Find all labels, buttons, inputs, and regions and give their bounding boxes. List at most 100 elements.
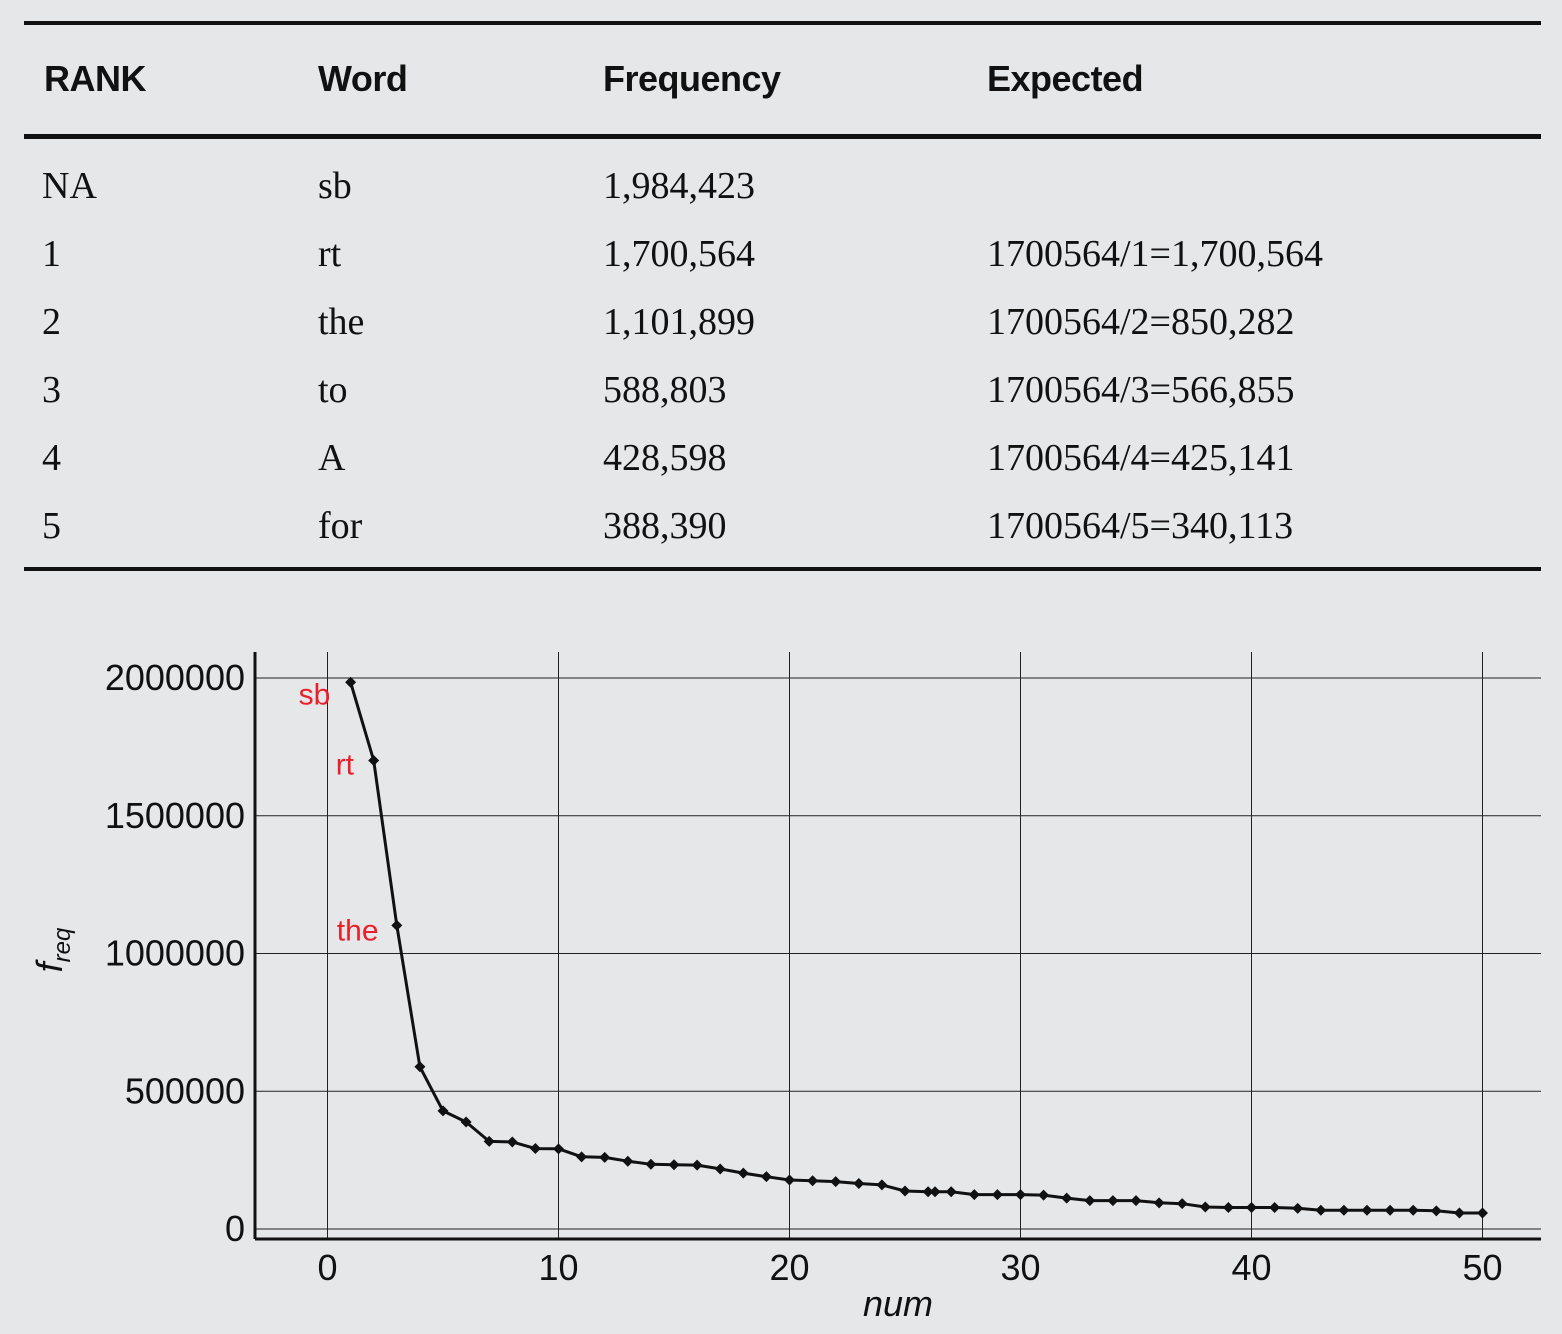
cell-rank: 2 [42, 301, 61, 343]
y-tick-label: 500000 [125, 1070, 245, 1111]
data-point [922, 1186, 934, 1198]
data-point [1384, 1204, 1396, 1216]
x-axis-label: num [863, 1283, 933, 1324]
table-row: 4 A 428,598 1700564/4=425,141 [0, 436, 1562, 504]
cell-expected: 1700564/2=850,282 [987, 301, 1295, 343]
data-point [876, 1179, 888, 1191]
frequency-line-chart: 0 10 20 30 40 500500000100000015000002000000 … [29, 652, 1541, 1324]
data-point [691, 1159, 703, 1171]
annotation-label: rt [336, 748, 355, 781]
data-point [853, 1178, 865, 1190]
data-point [414, 1061, 426, 1073]
data-point [529, 1143, 541, 1155]
cell-rank: 4 [42, 437, 61, 479]
data-point [1292, 1202, 1304, 1214]
data-point [1038, 1189, 1050, 1201]
cell-word: A [318, 437, 346, 479]
x-tick-label: 20 [769, 1247, 809, 1288]
x-tick-label: 30 [1000, 1247, 1040, 1288]
annotation-label: the [337, 914, 379, 947]
data-point [945, 1186, 957, 1198]
data-point [1176, 1198, 1188, 1210]
data-point [506, 1136, 518, 1148]
data-point [1246, 1202, 1257, 1214]
cell-word: for [318, 505, 363, 547]
data-point [929, 1186, 941, 1198]
data-point [830, 1176, 842, 1188]
data-point [668, 1159, 680, 1171]
data-point [345, 676, 357, 688]
x-tick-label: 0 [317, 1247, 337, 1288]
data-point [1061, 1192, 1073, 1204]
header-word: Word [318, 58, 408, 99]
tick-labels: 0 10 20 30 40 50 0 500000 1000000 1500000 2000000 [105, 657, 1503, 1288]
series-layer [349, 681, 1483, 1215]
data-point [1453, 1207, 1465, 1219]
table-header-rule [24, 134, 1541, 139]
data-point [460, 1116, 472, 1128]
data-point [1130, 1195, 1142, 1207]
y-tick-label: 1000000 [105, 933, 245, 974]
data-point [899, 1185, 911, 1197]
cell-frequency: 1,984,423 [603, 165, 755, 207]
data-point [1477, 1207, 1488, 1219]
data-point [714, 1163, 726, 1175]
cell-frequency: 1,700,564 [603, 233, 755, 275]
data-point [1315, 1204, 1327, 1216]
data-point [968, 1189, 980, 1201]
cell-expected: 1700564/3=566,855 [987, 369, 1295, 411]
y-axis-label: freq [29, 927, 76, 972]
annotations: sb rt the [299, 678, 379, 947]
data-point [622, 1155, 634, 1167]
cell-expected: 1700564/4=425,141 [987, 437, 1295, 479]
series-line [349, 681, 1483, 1215]
cell-expected: 1700564/5=340,113 [987, 505, 1294, 547]
x-tick-label: 40 [1231, 1247, 1271, 1288]
header-rank: RANK [44, 58, 147, 99]
header-expected: Expected [987, 58, 1144, 99]
cell-word: rt [318, 233, 342, 275]
data-point [1430, 1205, 1442, 1217]
axis-layer [253, 652, 1541, 1241]
cell-rank: 1 [42, 233, 61, 275]
y-tick-label: 1500000 [105, 795, 245, 836]
cell-word: sb [318, 165, 352, 207]
data-point [437, 1105, 449, 1117]
cell-word: the [318, 301, 365, 343]
data-point [1407, 1204, 1419, 1216]
annotation-label: sb [299, 678, 331, 711]
data-point [368, 754, 380, 766]
data-point [1107, 1195, 1119, 1207]
data-points [345, 676, 1488, 1219]
data-point [645, 1158, 657, 1170]
data-point [576, 1151, 588, 1163]
header-frequency: Frequency [603, 58, 781, 99]
y-tick-label: 0 [225, 1208, 245, 1249]
table-row: 5 for 388,390 1700564/5=340,113 [0, 504, 1562, 572]
x-tick-label: 10 [538, 1247, 578, 1288]
data-point [737, 1167, 749, 1179]
data-point [1222, 1202, 1234, 1214]
x-tick-label: 50 [1462, 1247, 1502, 1288]
cell-rank: 5 [42, 505, 61, 547]
data-point [1269, 1202, 1281, 1214]
y-axis-label-subscript: req [49, 927, 76, 962]
svg-text:freq: freq [29, 927, 76, 972]
data-point [760, 1171, 772, 1183]
data-point [1361, 1204, 1373, 1216]
table-top-rule [24, 21, 1541, 25]
table-row: 1 rt 1,700,564 1700564/1=1,700,564 [0, 232, 1562, 300]
table-row: 3 to 588,803 1700564/3=566,855 [0, 368, 1562, 436]
cell-frequency: 388,390 [603, 505, 727, 547]
data-point [599, 1151, 611, 1163]
table-row: NA sb 1,984,423 [0, 164, 1562, 232]
y-tick-label: 2000000 [105, 657, 245, 698]
data-point [1199, 1201, 1211, 1213]
data-point [553, 1143, 564, 1155]
cell-frequency: 1,101,899 [603, 301, 755, 343]
cell-expected: 1700564/1=1,700,564 [987, 233, 1323, 275]
grid-layer [255, 652, 1541, 1239]
data-point [483, 1135, 495, 1147]
data-point [1084, 1195, 1096, 1207]
table-bottom-rule [24, 567, 1541, 571]
